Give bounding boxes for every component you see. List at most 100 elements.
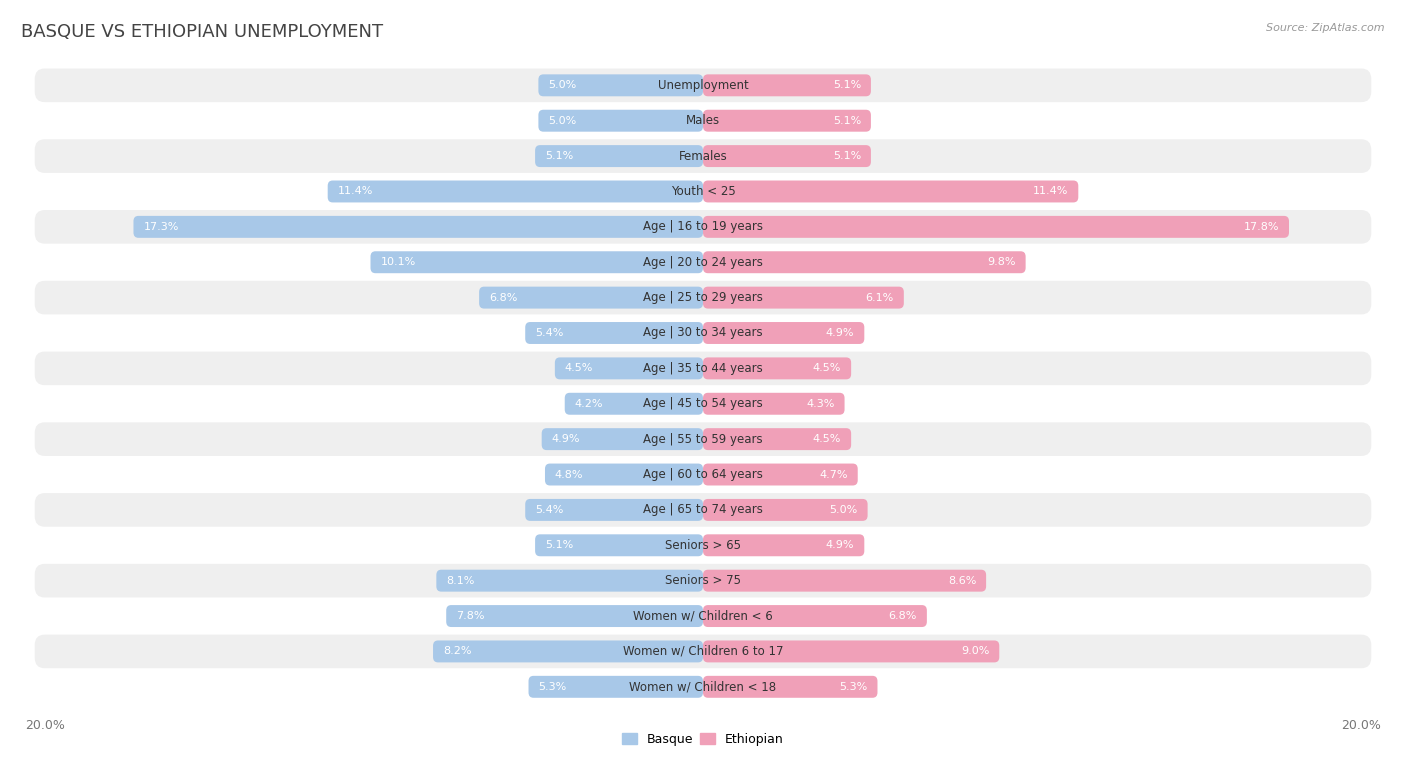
Text: 11.4%: 11.4%	[337, 186, 373, 197]
FancyBboxPatch shape	[35, 245, 1371, 279]
Text: 17.3%: 17.3%	[143, 222, 179, 232]
Legend: Basque, Ethiopian: Basque, Ethiopian	[617, 728, 789, 751]
FancyBboxPatch shape	[35, 493, 1371, 527]
Text: 5.4%: 5.4%	[536, 328, 564, 338]
Text: 5.1%: 5.1%	[832, 151, 860, 161]
Text: 8.1%: 8.1%	[446, 575, 475, 586]
Text: 4.9%: 4.9%	[825, 328, 855, 338]
Text: 4.9%: 4.9%	[825, 540, 855, 550]
FancyBboxPatch shape	[433, 640, 703, 662]
Text: Age | 45 to 54 years: Age | 45 to 54 years	[643, 397, 763, 410]
Text: 4.7%: 4.7%	[820, 469, 848, 479]
Text: Youth < 25: Youth < 25	[671, 185, 735, 198]
FancyBboxPatch shape	[546, 463, 703, 485]
FancyBboxPatch shape	[35, 281, 1371, 314]
Text: 5.3%: 5.3%	[538, 682, 567, 692]
FancyBboxPatch shape	[703, 393, 845, 415]
Text: Females: Females	[679, 150, 727, 163]
FancyBboxPatch shape	[526, 322, 703, 344]
FancyBboxPatch shape	[703, 499, 868, 521]
Text: Women w/ Children 6 to 17: Women w/ Children 6 to 17	[623, 645, 783, 658]
FancyBboxPatch shape	[703, 216, 1289, 238]
Text: Unemployment: Unemployment	[658, 79, 748, 92]
FancyBboxPatch shape	[541, 428, 703, 450]
Text: Age | 65 to 74 years: Age | 65 to 74 years	[643, 503, 763, 516]
Text: 7.8%: 7.8%	[456, 611, 485, 621]
Text: 4.5%: 4.5%	[813, 363, 841, 373]
Text: 5.4%: 5.4%	[536, 505, 564, 515]
Text: 11.4%: 11.4%	[1033, 186, 1069, 197]
FancyBboxPatch shape	[538, 110, 703, 132]
Text: 8.6%: 8.6%	[948, 575, 976, 586]
Text: 5.1%: 5.1%	[546, 151, 574, 161]
Text: 10.1%: 10.1%	[381, 257, 416, 267]
Text: 4.3%: 4.3%	[806, 399, 835, 409]
FancyBboxPatch shape	[538, 74, 703, 96]
FancyBboxPatch shape	[35, 600, 1371, 633]
Text: Age | 20 to 24 years: Age | 20 to 24 years	[643, 256, 763, 269]
FancyBboxPatch shape	[536, 145, 703, 167]
FancyBboxPatch shape	[35, 528, 1371, 562]
FancyBboxPatch shape	[703, 534, 865, 556]
FancyBboxPatch shape	[35, 175, 1371, 208]
Text: BASQUE VS ETHIOPIAN UNEMPLOYMENT: BASQUE VS ETHIOPIAN UNEMPLOYMENT	[21, 23, 384, 41]
FancyBboxPatch shape	[703, 74, 870, 96]
FancyBboxPatch shape	[703, 110, 870, 132]
FancyBboxPatch shape	[436, 570, 703, 592]
FancyBboxPatch shape	[35, 69, 1371, 102]
FancyBboxPatch shape	[35, 139, 1371, 173]
FancyBboxPatch shape	[371, 251, 703, 273]
Text: Women w/ Children < 6: Women w/ Children < 6	[633, 609, 773, 622]
FancyBboxPatch shape	[703, 251, 1025, 273]
FancyBboxPatch shape	[35, 104, 1371, 138]
Text: 9.8%: 9.8%	[987, 257, 1015, 267]
Text: Seniors > 65: Seniors > 65	[665, 539, 741, 552]
FancyBboxPatch shape	[35, 210, 1371, 244]
Text: 5.0%: 5.0%	[830, 505, 858, 515]
FancyBboxPatch shape	[35, 458, 1371, 491]
FancyBboxPatch shape	[703, 357, 851, 379]
Text: 4.5%: 4.5%	[813, 435, 841, 444]
FancyBboxPatch shape	[35, 422, 1371, 456]
FancyBboxPatch shape	[35, 670, 1371, 703]
FancyBboxPatch shape	[35, 351, 1371, 385]
FancyBboxPatch shape	[328, 180, 703, 202]
Text: 6.8%: 6.8%	[889, 611, 917, 621]
FancyBboxPatch shape	[703, 640, 1000, 662]
Text: Source: ZipAtlas.com: Source: ZipAtlas.com	[1267, 23, 1385, 33]
Text: Age | 55 to 59 years: Age | 55 to 59 years	[643, 433, 763, 446]
FancyBboxPatch shape	[35, 316, 1371, 350]
FancyBboxPatch shape	[703, 322, 865, 344]
FancyBboxPatch shape	[703, 287, 904, 309]
Text: Age | 25 to 29 years: Age | 25 to 29 years	[643, 291, 763, 304]
Text: 17.8%: 17.8%	[1244, 222, 1279, 232]
Text: Seniors > 75: Seniors > 75	[665, 574, 741, 587]
FancyBboxPatch shape	[703, 463, 858, 485]
Text: 4.8%: 4.8%	[555, 469, 583, 479]
FancyBboxPatch shape	[134, 216, 703, 238]
FancyBboxPatch shape	[565, 393, 703, 415]
Text: 5.1%: 5.1%	[832, 80, 860, 90]
FancyBboxPatch shape	[526, 499, 703, 521]
Text: 6.1%: 6.1%	[866, 293, 894, 303]
Text: 6.8%: 6.8%	[489, 293, 517, 303]
FancyBboxPatch shape	[703, 145, 870, 167]
Text: 4.2%: 4.2%	[575, 399, 603, 409]
Text: Age | 35 to 44 years: Age | 35 to 44 years	[643, 362, 763, 375]
Text: Males: Males	[686, 114, 720, 127]
Text: 4.5%: 4.5%	[565, 363, 593, 373]
FancyBboxPatch shape	[479, 287, 703, 309]
Text: 4.9%: 4.9%	[551, 435, 581, 444]
FancyBboxPatch shape	[446, 605, 703, 627]
FancyBboxPatch shape	[703, 605, 927, 627]
Text: Women w/ Children < 18: Women w/ Children < 18	[630, 681, 776, 693]
FancyBboxPatch shape	[703, 180, 1078, 202]
Text: Age | 60 to 64 years: Age | 60 to 64 years	[643, 468, 763, 481]
FancyBboxPatch shape	[703, 676, 877, 698]
Text: 5.0%: 5.0%	[548, 80, 576, 90]
Text: 5.3%: 5.3%	[839, 682, 868, 692]
Text: 8.2%: 8.2%	[443, 646, 471, 656]
Text: 5.1%: 5.1%	[832, 116, 860, 126]
FancyBboxPatch shape	[536, 534, 703, 556]
Text: Age | 30 to 34 years: Age | 30 to 34 years	[643, 326, 763, 339]
